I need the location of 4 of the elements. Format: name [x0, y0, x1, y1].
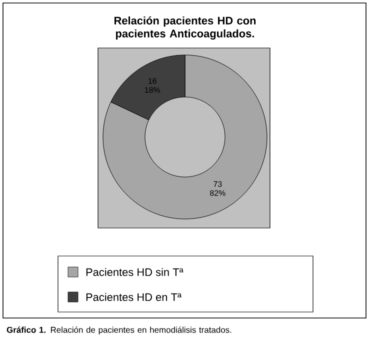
text: Gráfico 1. Relación de pacientes en hemodiálisis tratados.: [6, 326, 232, 335]
chart-title: Relación pacientes HD con pacientes Anticoagulados.: [114, 16, 256, 40]
legend-label: Pacientes HD sin Tª: [86, 268, 184, 276]
legend-label: Pacientes HD en Tª: [86, 292, 182, 302]
